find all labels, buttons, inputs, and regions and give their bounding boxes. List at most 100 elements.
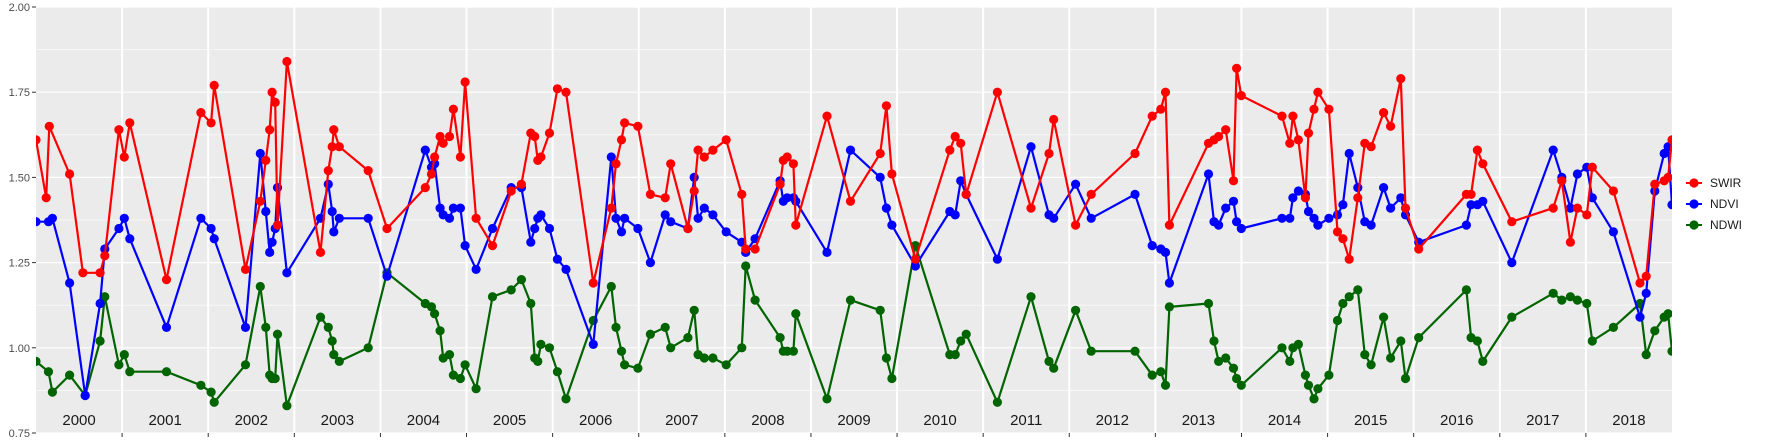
data-point-ndvi	[526, 237, 536, 247]
data-point-swir	[788, 159, 799, 169]
data-point-ndwi	[791, 309, 801, 319]
data-point-swir	[1663, 172, 1672, 182]
data-point-ndwi	[334, 356, 344, 366]
data-point-swir	[438, 138, 448, 148]
data-point-ndvi	[267, 237, 277, 247]
data-point-ndvi	[616, 227, 627, 237]
legend-key-dot	[1689, 199, 1699, 209]
data-point-ndvi	[1548, 145, 1558, 155]
data-point-ndwi	[1209, 336, 1219, 346]
data-point-ndvi	[530, 223, 540, 234]
data-point-ndvi	[1086, 213, 1096, 223]
data-point-swir	[471, 213, 481, 223]
data-point-swir	[1548, 203, 1558, 213]
data-point-swir	[1507, 217, 1517, 227]
data-point-swir	[887, 169, 897, 179]
data-point-ndwi	[261, 322, 271, 332]
data-point-swir	[536, 152, 546, 162]
data-point-swir	[1156, 104, 1166, 114]
data-point-ndwi	[487, 292, 498, 302]
data-point-ndwi	[1379, 312, 1389, 322]
data-point-swir	[125, 118, 135, 128]
data-point-swir	[1130, 148, 1140, 159]
data-point-ndwi	[1400, 373, 1411, 384]
data-point-ndwi	[460, 360, 470, 370]
data-point-ndvi	[206, 223, 216, 234]
data-point-ndvi	[708, 210, 718, 220]
data-point-swir	[1414, 244, 1424, 254]
data-point-swir	[561, 87, 571, 97]
data-point-swir	[910, 254, 921, 264]
data-point-ndwi	[1396, 336, 1406, 346]
data-point-swir	[240, 264, 251, 274]
data-point-swir	[329, 125, 339, 135]
data-point-ndwi	[699, 353, 709, 363]
grid-minor	[36, 49, 1672, 391]
data-point-ndvi	[1293, 186, 1303, 196]
data-point-ndvi	[1379, 183, 1389, 193]
data-point-ndwi	[737, 343, 747, 353]
data-point-ndvi	[611, 213, 621, 223]
data-point-ndvi	[1288, 193, 1298, 203]
data-point-swir	[699, 152, 709, 162]
legend-label: NDWI	[1710, 218, 1742, 232]
data-point-ndwi	[1338, 298, 1348, 309]
data-point-ndwi	[1608, 322, 1618, 332]
data-point-ndvi	[645, 258, 656, 268]
y-tick-label: 0.75	[9, 428, 30, 440]
x-axis	[121, 433, 1587, 437]
data-point-ndwi	[1221, 353, 1231, 363]
data-point-ndwi	[1285, 356, 1295, 366]
data-point-swir	[65, 169, 75, 179]
data-point-ndvi	[471, 264, 481, 274]
year-label: 2015	[1354, 412, 1387, 429]
data-point-ndwi	[323, 322, 333, 332]
data-point-ndwi	[270, 373, 280, 384]
data-point-ndwi	[544, 343, 555, 353]
data-point-swir	[315, 247, 326, 257]
series-swir	[36, 56, 1672, 288]
data-point-swir	[1277, 111, 1287, 121]
data-point-ndwi	[1366, 360, 1376, 370]
data-point-ndvi	[1659, 148, 1669, 159]
data-point-swir	[272, 220, 283, 230]
data-point-ndwi	[240, 360, 251, 370]
data-point-ndvi	[544, 223, 555, 234]
data-point-ndvi	[1641, 288, 1651, 298]
data-point-ndvi	[455, 203, 465, 213]
legend-key-dot	[1689, 178, 1699, 188]
year-label: 2010	[923, 412, 956, 429]
data-point-ndvi	[693, 213, 703, 223]
data-point-ndvi	[261, 206, 271, 217]
y-axis: 0.75 1.00 1.25 1.50 1.75 2.00	[9, 2, 36, 440]
data-point-swir	[1565, 237, 1575, 247]
data-point-ndwi	[100, 292, 110, 302]
data-point-ndwi	[1641, 350, 1651, 360]
year-label: 2014	[1268, 412, 1301, 429]
data-point-ndvi	[196, 213, 206, 223]
data-point-ndwi	[315, 312, 326, 322]
data-point-ndwi	[881, 353, 892, 363]
data-point-swir	[1044, 148, 1054, 159]
data-point-ndwi	[36, 356, 41, 366]
data-point-ndvi	[36, 217, 41, 227]
data-point-ndwi	[1044, 356, 1054, 366]
data-point-ndwi	[741, 261, 751, 271]
data-point-ndwi	[1130, 346, 1140, 356]
data-point-ndwi	[1414, 333, 1424, 343]
data-point-ndvi	[1466, 200, 1476, 210]
data-point-ndvi	[666, 217, 676, 227]
data-point-ndvi	[125, 234, 135, 244]
data-point-ndwi	[119, 350, 129, 360]
data-point-swir	[881, 101, 892, 111]
year-label: 2002	[235, 412, 268, 429]
data-point-ndwi	[1478, 356, 1488, 366]
data-point-ndwi	[1507, 312, 1517, 322]
year-label: 2011	[1010, 412, 1042, 429]
data-point-ndwi	[721, 360, 731, 370]
data-point-swir	[1650, 179, 1660, 189]
data-point-ndvi	[209, 234, 219, 244]
data-point-ndvi	[1147, 241, 1157, 251]
data-point-ndvi	[588, 339, 598, 349]
data-point-swir	[1344, 254, 1354, 264]
